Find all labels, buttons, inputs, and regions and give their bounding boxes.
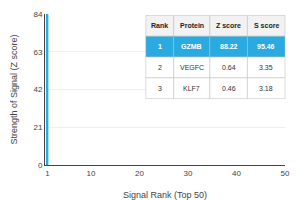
svg-text:Rank: Rank bbox=[151, 22, 168, 29]
svg-text:10: 10 bbox=[87, 169, 96, 178]
svg-text:1: 1 bbox=[45, 169, 50, 178]
svg-text:1: 1 bbox=[158, 43, 162, 50]
svg-text:88.22: 88.22 bbox=[220, 43, 238, 50]
svg-text:0: 0 bbox=[38, 161, 43, 170]
svg-text:42: 42 bbox=[33, 85, 42, 94]
svg-text:30: 30 bbox=[184, 169, 193, 178]
svg-text:VEGFC: VEGFC bbox=[180, 64, 204, 71]
svg-text:20: 20 bbox=[135, 169, 144, 178]
svg-text:2: 2 bbox=[158, 64, 162, 71]
svg-text:Protein: Protein bbox=[180, 22, 204, 29]
svg-text:21: 21 bbox=[33, 123, 42, 132]
svg-text:Signal Rank (Top 50): Signal Rank (Top 50) bbox=[123, 190, 207, 200]
svg-text:Z score: Z score bbox=[216, 22, 241, 29]
svg-text:63: 63 bbox=[33, 48, 42, 57]
svg-text:3: 3 bbox=[158, 85, 162, 92]
svg-text:Strength of Signal (Z score): Strength of Signal (Z score) bbox=[9, 34, 19, 144]
svg-text:S score: S score bbox=[254, 22, 279, 29]
svg-text:50: 50 bbox=[281, 169, 290, 178]
svg-text:0.64: 0.64 bbox=[222, 64, 236, 71]
svg-text:3.18: 3.18 bbox=[259, 85, 273, 92]
svg-text:GZMB: GZMB bbox=[181, 43, 202, 50]
svg-text:0.46: 0.46 bbox=[222, 85, 236, 92]
svg-text:84: 84 bbox=[33, 10, 42, 19]
svg-text:3.35: 3.35 bbox=[259, 64, 273, 71]
svg-text:95.46: 95.46 bbox=[257, 43, 275, 50]
svg-text:40: 40 bbox=[232, 169, 241, 178]
svg-text:KLF7: KLF7 bbox=[183, 85, 200, 92]
